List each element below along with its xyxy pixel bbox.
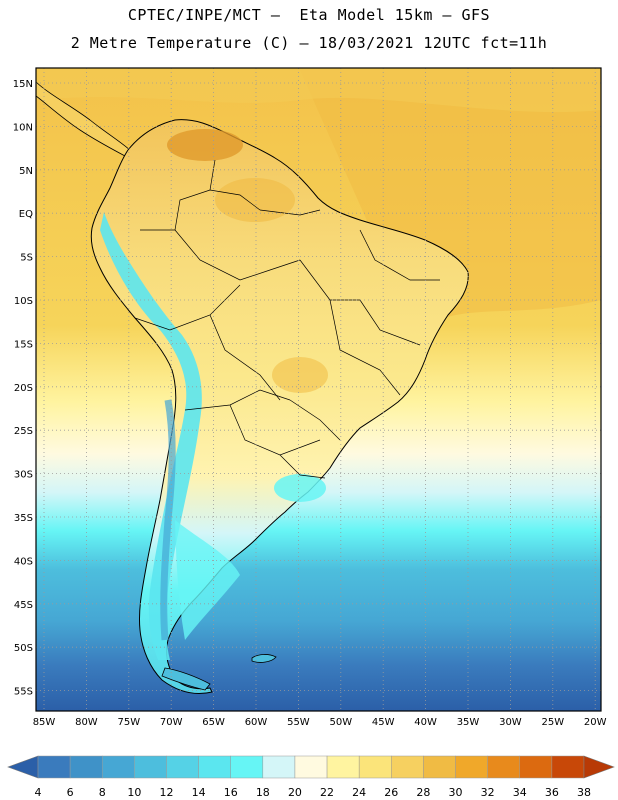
tierra-del-fuego <box>161 667 211 691</box>
colorbar-min-arrow <box>7 755 39 779</box>
falkland-islands <box>251 654 277 663</box>
colorbar-swatch <box>294 755 328 779</box>
lat-label: 55S <box>14 687 33 698</box>
colorbar-swatch <box>101 755 135 779</box>
colorbar-swatch <box>358 755 392 779</box>
longitude-axis: 85W 80W 75W 70W 65W 60W 55W 50W 45W 40W 35W 30W 25W 2… <box>33 717 607 728</box>
colorbar-swatch <box>134 755 167 779</box>
caribbean-sea <box>36 68 601 113</box>
lon-label: 70W <box>160 717 183 728</box>
andes-ridge <box>160 399 176 641</box>
lat-label: 10N <box>13 122 33 133</box>
lat-label: 50S <box>14 643 33 654</box>
lon-label: 80W <box>75 717 98 728</box>
colorbar-swatch <box>262 755 296 779</box>
lat-label: 45S <box>14 600 33 611</box>
title-line-2: 2 Metre Temperature (C) – 18/03/2021 12U… <box>70 34 548 52</box>
lon-label: 25W <box>541 717 564 728</box>
lat-label: EQ <box>19 209 33 220</box>
colorbar-swatch <box>391 755 424 779</box>
colorbar-swatch <box>423 755 456 779</box>
lon-label: 55W <box>287 717 310 728</box>
colorbar-swatch <box>69 755 103 779</box>
temperature-field <box>36 68 601 711</box>
lon-label: 65W <box>202 717 225 728</box>
colorbar-tick-label: 16 <box>224 786 238 799</box>
lon-label: 45W <box>372 717 395 728</box>
colorbar-tick-label: 14 <box>192 786 206 799</box>
lat-label: 15S <box>14 339 33 350</box>
lat-label: 30S <box>14 470 33 481</box>
colorbar-swatch <box>551 755 585 779</box>
colorbar-tick-label: 38 <box>577 786 591 799</box>
warm-atlantic-band <box>300 70 601 330</box>
lat-label: 40S <box>14 556 33 567</box>
lon-label: 60W <box>245 717 268 728</box>
colorbar-tick-label: 34 <box>513 786 527 799</box>
colorbar-swatch <box>519 755 553 779</box>
title-line-1: CPTEC/INPE/MCT – Eta Model 15km – GFS <box>127 6 491 24</box>
colorbar-swatch <box>166 755 199 779</box>
colorbar-tick-label: 36 <box>545 786 559 799</box>
colorbar-swatch <box>455 755 488 779</box>
andes-cold-zone <box>100 212 202 660</box>
colorbar-tick-label: 4 <box>35 786 42 799</box>
colorbar-swatch <box>37 755 71 779</box>
colorbar-tick-label: 22 <box>320 786 334 799</box>
colorbar-tick-label: 24 <box>352 786 366 799</box>
colorbar-tick-label: 26 <box>384 786 398 799</box>
colorbar-tick-label: 28 <box>416 786 430 799</box>
colorbar-tick-label: 30 <box>449 786 463 799</box>
rio-de-la-plata-area <box>274 474 326 502</box>
lon-label: 20W <box>584 717 607 728</box>
lon-label: 85W <box>33 717 56 728</box>
colorbar-labels: 4 6 8 10 12 14 16 18 20 22 24 26 28 30 32 34 36 38 <box>35 786 592 799</box>
lat-label: 10S <box>14 296 33 307</box>
colorbar-tick-label: 12 <box>159 786 173 799</box>
lat-label: 5N <box>19 166 33 177</box>
map-border <box>35 67 602 712</box>
colorbar-tick-label: 10 <box>127 786 141 799</box>
latitude-axis: 15N 10N 5N EQ 5S 10S 15S 20S 25S 30S 35S 40S 45S 50S 5… <box>13 79 33 698</box>
colorbar-tick-label: 8 <box>99 786 106 799</box>
colorbar-tick-label: 32 <box>481 786 495 799</box>
colorbar-max-arrow <box>583 755 615 779</box>
lon-label: 35W <box>457 717 480 728</box>
colorbar-swatch <box>230 755 264 779</box>
lon-label: 75W <box>117 717 140 728</box>
colorbar-tick-label: 18 <box>256 786 270 799</box>
colorbar-tick-label: 20 <box>288 786 302 799</box>
colorbar-swatch <box>326 755 360 779</box>
lat-label: 25S <box>14 426 33 437</box>
colorbar-swatch <box>487 755 521 779</box>
lat-label: 15N <box>13 79 33 90</box>
amazon-warm-area <box>215 178 295 222</box>
colorbar <box>7 755 615 779</box>
central-brazil-warm-area <box>272 357 328 393</box>
lat-label: 20S <box>14 383 33 394</box>
lat-label: 5S <box>20 253 33 264</box>
venezuela-hot-area <box>167 129 243 161</box>
lat-label: 35S <box>14 513 33 524</box>
lon-label: 50W <box>329 717 352 728</box>
patagonia-cool-area <box>175 520 240 640</box>
lon-label: 30W <box>499 717 522 728</box>
colorbar-swatch <box>198 755 231 779</box>
colorbar-tick-label: 6 <box>67 786 74 799</box>
lon-label: 40W <box>414 717 437 728</box>
